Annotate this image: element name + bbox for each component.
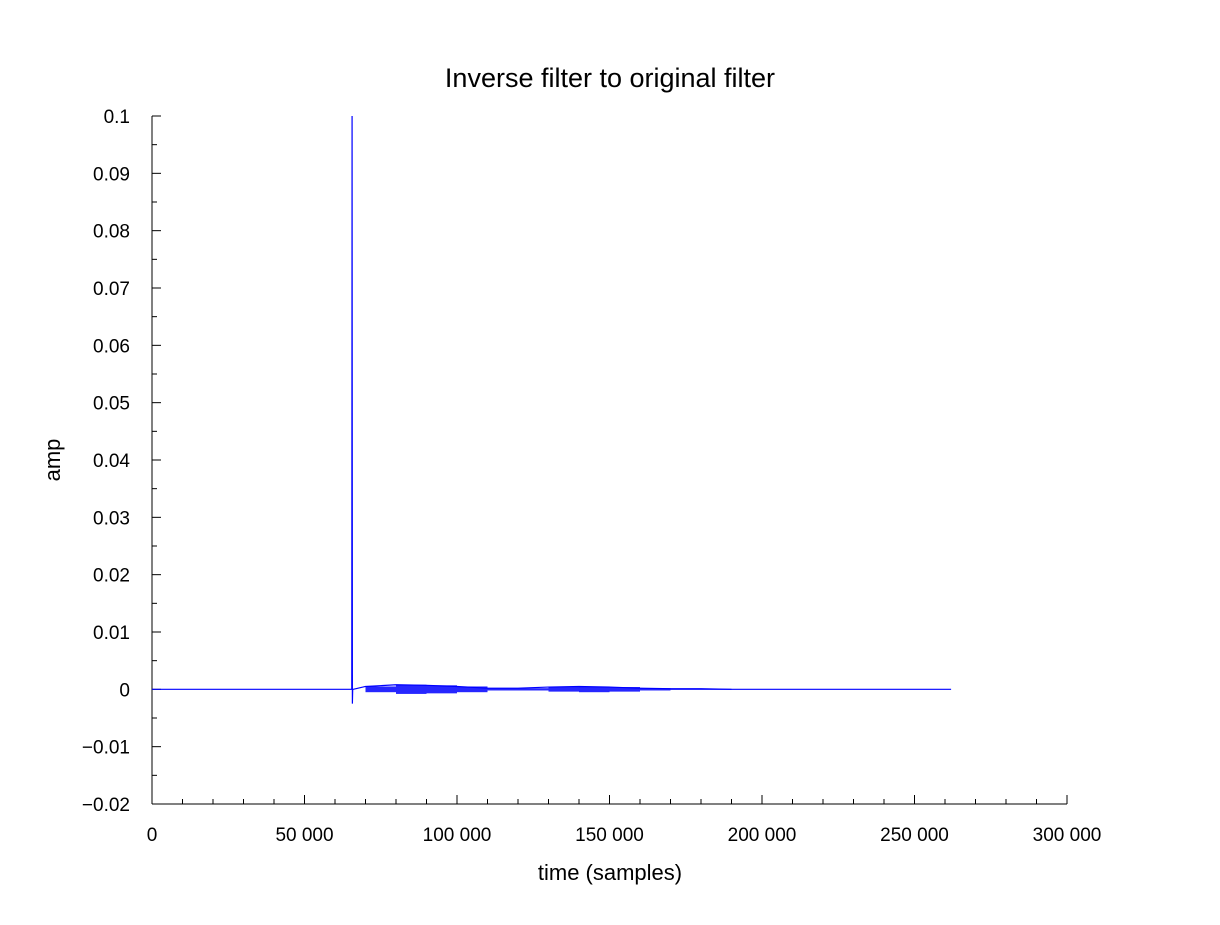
y-tick-label: 0.04 xyxy=(93,451,130,472)
series-noise-band xyxy=(488,688,519,690)
series-noise-band xyxy=(396,685,427,694)
series-noise-band xyxy=(610,687,641,692)
x-tick-label: 200 000 xyxy=(728,825,797,846)
y-tick-label: 0 xyxy=(119,680,130,701)
series-line-0 xyxy=(152,116,951,704)
y-tick-label: 0.06 xyxy=(93,336,130,357)
series-noise-band xyxy=(366,686,397,692)
series-noise-band xyxy=(427,685,458,693)
series-noise-band xyxy=(457,686,488,692)
y-tick-label: 0.08 xyxy=(93,222,130,243)
x-tick-label: 100 000 xyxy=(423,825,492,846)
x-tick-label: 300 000 xyxy=(1033,825,1102,846)
y-tick-label: 0.05 xyxy=(93,394,130,415)
series-noise-band xyxy=(701,689,732,690)
series-noise-band xyxy=(549,687,580,692)
series-noise-band xyxy=(518,688,549,690)
series-layer xyxy=(152,116,951,704)
y-axis-label: amp xyxy=(40,439,65,482)
chart-title: Inverse filter to original filter xyxy=(445,63,775,93)
y-tick-label: 0.09 xyxy=(93,164,130,185)
y-tick-label: 0.01 xyxy=(93,623,130,644)
x-tick-label: 250 000 xyxy=(880,825,949,846)
x-tick-label: 50 000 xyxy=(275,825,333,846)
x-tick-label: 150 000 xyxy=(575,825,644,846)
x-axis-label: time (samples) xyxy=(538,860,682,885)
y-tick-label: −0.01 xyxy=(82,738,130,759)
axes: 0 50 000 100 000 150 000 200 000 250 000 300 0… xyxy=(82,107,1101,846)
y-tick-label: 0.07 xyxy=(93,279,130,300)
series-noise-band xyxy=(671,689,702,690)
y-tick-label: −0.02 xyxy=(82,795,130,816)
series-noise-band xyxy=(579,686,610,692)
y-tick-label: 0.02 xyxy=(93,566,130,587)
y-tick-label: 0.03 xyxy=(93,508,130,529)
x-tick-label: 0 xyxy=(147,825,158,846)
y-tick-label: 0.1 xyxy=(104,107,130,128)
series-noise-band xyxy=(640,688,671,690)
